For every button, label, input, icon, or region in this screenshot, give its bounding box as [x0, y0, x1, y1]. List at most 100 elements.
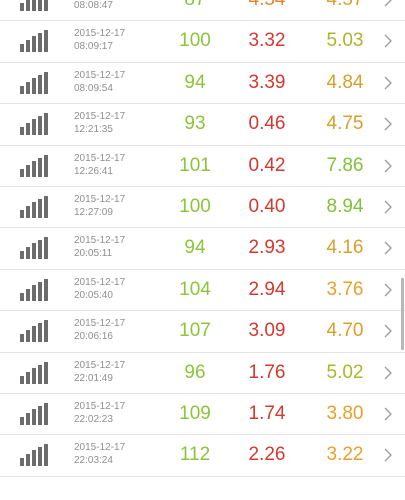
- result-date: 2015-12-17: [74, 359, 126, 371]
- result-row[interactable]: 2015-12-17 22:02:23 109 1.74 3.80: [0, 394, 405, 436]
- scrollbar[interactable]: [401, 278, 404, 350]
- result-time: 08:09:54: [74, 82, 113, 94]
- upload-value: 5.02: [326, 361, 364, 383]
- download-value: 2.94: [248, 278, 286, 300]
- timestamp: 2015-12-17 12:27:09: [74, 193, 125, 219]
- download-value: 3.39: [248, 71, 286, 93]
- chevron-right-icon[interactable]: [381, 366, 395, 380]
- ping-value: 96: [184, 361, 206, 383]
- result-time: 08:08:47: [74, 0, 113, 11]
- download-value: 2.93: [248, 237, 286, 259]
- signal-bars-icon: [20, 30, 52, 53]
- upload-value: 5.03: [326, 30, 364, 52]
- result-row[interactable]: 2015-12-17 08:09:17 100 3.32 5.03: [0, 21, 405, 63]
- result-time: 20:05:11: [74, 248, 113, 260]
- result-row[interactable]: 2015-12-17 12:26:41 101 0.42 7.86: [0, 146, 405, 187]
- chevron-right-icon[interactable]: [381, 0, 395, 7]
- ping-value: 107: [179, 320, 211, 342]
- timestamp: 2015-12-17 08:09:17: [74, 27, 125, 53]
- signal-bars-icon: [20, 237, 52, 260]
- result-time: 22:03:24: [74, 455, 113, 467]
- result-date: 2015-12-17: [74, 276, 126, 288]
- result-row[interactable]: 2015-12-17 20:06:16 107 3.09 4.70: [0, 311, 405, 353]
- result-row[interactable]: 2015-12-17 22:03:24 112 2.26 3.22: [0, 435, 405, 477]
- result-date: 2015-12-17: [74, 193, 126, 205]
- chevron-right-icon[interactable]: [381, 34, 395, 48]
- timestamp: 2015-12-17 22:03:24: [74, 441, 125, 467]
- timestamp: 2015-12-17 22:01:49: [74, 359, 125, 385]
- timestamp: 2015-12-17 20:06:16: [74, 317, 125, 343]
- upload-value: 3.76: [326, 278, 364, 300]
- ping-value: 100: [179, 30, 211, 52]
- result-date: 2015-12-17: [74, 442, 126, 454]
- result-time: 22:01:49: [74, 372, 113, 384]
- signal-bars-icon: [20, 113, 52, 136]
- signal-bars-icon: [20, 444, 52, 467]
- result-date: 2015-12-17: [74, 111, 126, 123]
- download-value: 1.74: [248, 402, 286, 424]
- upload-value: 4.70: [326, 320, 364, 342]
- timestamp: 2015-12-17 20:05:40: [74, 276, 125, 302]
- timestamp: 2015-12-17 12:26:41: [74, 152, 125, 178]
- ping-value: 101: [179, 154, 211, 176]
- chevron-right-icon[interactable]: [381, 241, 395, 255]
- signal-bars-icon: [20, 278, 52, 301]
- chevron-right-icon[interactable]: [381, 283, 395, 297]
- upload-value: 4.57: [310, 0, 380, 12]
- result-date: 2015-12-17: [74, 152, 126, 164]
- result-row[interactable]: 2015-12-17 08:09:54 94 3.39 4.84: [0, 63, 405, 105]
- result-date: 2015-12-17: [74, 400, 126, 412]
- timestamp: 2015-12-17 22:02:23: [74, 400, 125, 426]
- result-row[interactable]: 2015-12-17 12:27:09 100 0.40 8.94: [0, 187, 405, 229]
- result-row[interactable]: 2015-12-17 20:05:40 104 2.94 3.76: [0, 270, 405, 312]
- result-time: 22:02:23: [74, 413, 113, 425]
- upload-value: 4.75: [326, 113, 364, 135]
- chevron-right-icon[interactable]: [381, 117, 395, 131]
- signal-bars-icon: [20, 320, 52, 343]
- ping-value: 112: [179, 444, 211, 466]
- ping-value: 94: [184, 71, 206, 93]
- timestamp: 2015-12-17 12:21:35: [74, 110, 125, 136]
- chevron-right-icon[interactable]: [381, 76, 395, 90]
- chevron-right-icon[interactable]: [381, 324, 395, 338]
- signal-bars-icon: [20, 402, 52, 425]
- download-value: 0.46: [248, 113, 286, 135]
- result-time: 12:26:41: [74, 165, 113, 177]
- download-value: 3.32: [248, 30, 286, 52]
- timestamp: 2015-12-17 20:05:11: [74, 234, 125, 260]
- result-row[interactable]: 2015-12-17 12:21:35 93 0.46 4.75: [0, 104, 405, 146]
- result-date: 2015-12-17: [74, 318, 126, 330]
- ping-value: 100: [179, 195, 211, 217]
- result-row[interactable]: 2015-12-17 20:05:11 94 2.93 4.16: [0, 228, 405, 270]
- result-date: 2015-12-17: [74, 28, 126, 40]
- result-time: 12:27:09: [74, 206, 113, 218]
- result-time: 12:21:35: [74, 124, 113, 136]
- download-value: 0.42: [248, 154, 286, 176]
- chevron-right-icon[interactable]: [381, 159, 395, 173]
- result-date: 2015-12-17: [74, 69, 126, 81]
- ping-value: 93: [184, 113, 206, 135]
- upload-value: 4.16: [326, 237, 364, 259]
- timestamp: 2015-12-17 08:09:54: [74, 69, 125, 95]
- upload-value: 3.80: [326, 402, 364, 424]
- signal-bars-icon: [20, 0, 52, 11]
- signal-bars-icon: [20, 154, 52, 177]
- download-value: 1.76: [248, 361, 286, 383]
- ping-value: 104: [179, 278, 211, 300]
- chevron-right-icon[interactable]: [381, 448, 395, 462]
- chevron-right-icon[interactable]: [381, 407, 395, 421]
- ping-value: 87: [170, 0, 220, 12]
- result-row[interactable]: 2015-12-17 22:01:49 96 1.76 5.02: [0, 353, 405, 394]
- result-time: 20:05:40: [74, 289, 113, 301]
- upload-value: 3.22: [326, 444, 364, 466]
- result-date: 2015-12-17: [74, 235, 126, 247]
- result-time: 20:06:16: [74, 331, 113, 343]
- ping-value: 109: [179, 402, 211, 424]
- signal-bars-icon: [20, 71, 52, 94]
- upload-value: 7.86: [326, 154, 364, 176]
- download-value: 2.26: [248, 444, 286, 466]
- chevron-right-icon[interactable]: [381, 200, 395, 214]
